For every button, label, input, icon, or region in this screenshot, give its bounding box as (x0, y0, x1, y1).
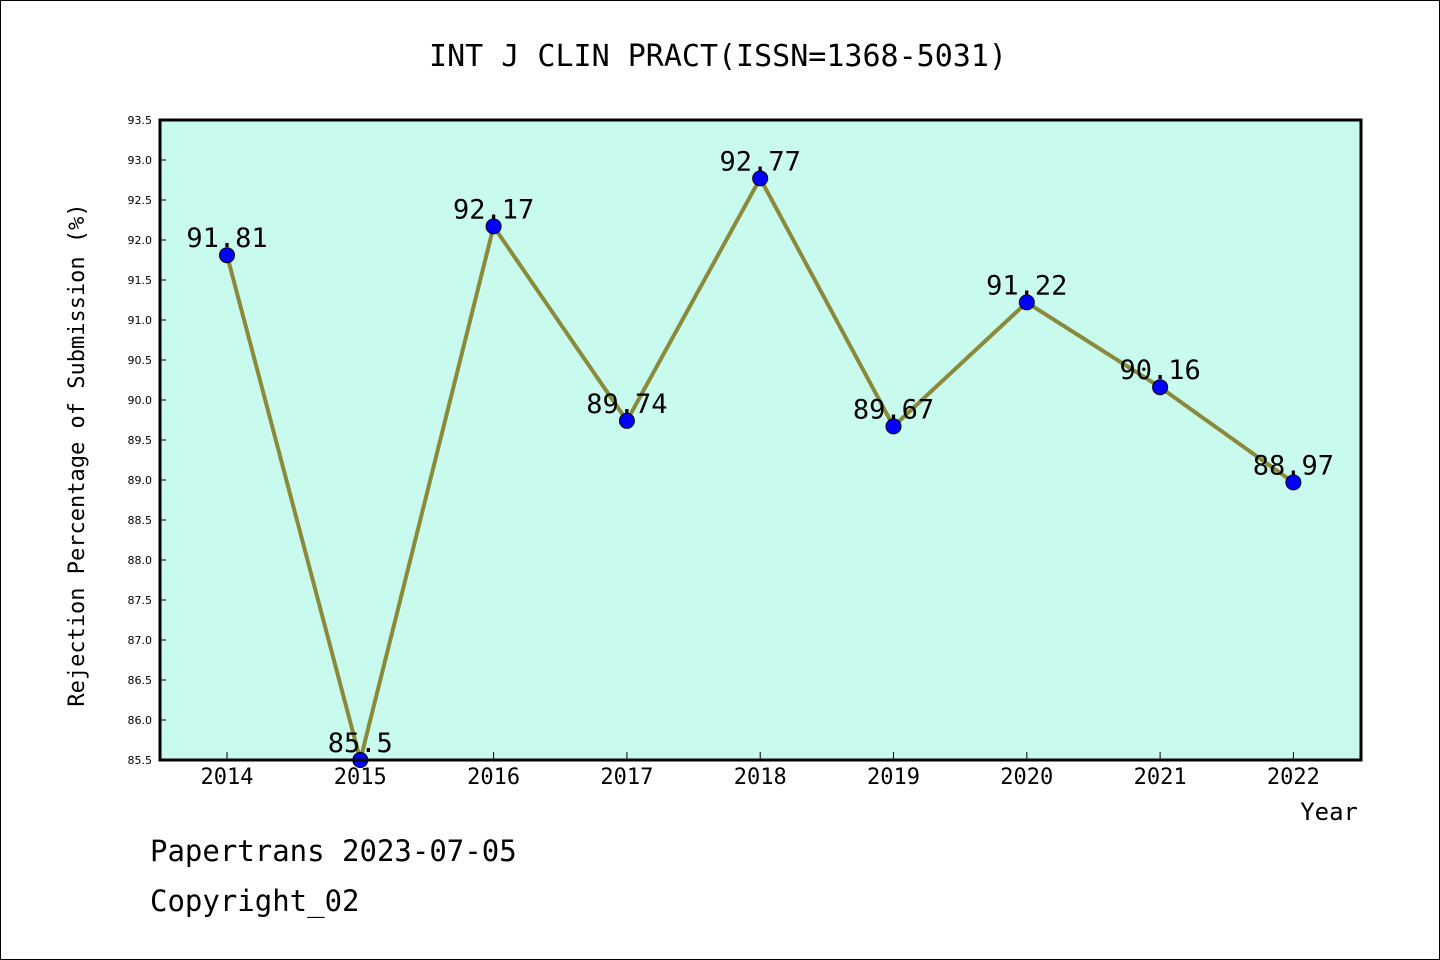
x-tick-label: 2017 (600, 765, 653, 790)
y-tick-label: 93.5 (128, 114, 153, 127)
y-tick-label: 89.0 (128, 474, 153, 487)
data-label: 90.16 (1119, 355, 1200, 386)
x-tick-label: 2016 (467, 765, 520, 790)
data-point (1152, 379, 1169, 396)
x-tick-label: 2021 (1134, 765, 1187, 790)
y-tick-label: 92.0 (128, 234, 153, 247)
y-tick-label: 89.5 (128, 434, 153, 447)
data-point (485, 218, 502, 235)
chart-title: INT J CLIN PRACT(ISSN=1368-5031) (429, 39, 1007, 74)
y-tick-label: 88.0 (128, 554, 153, 567)
y-tick-label: 88.5 (128, 514, 153, 527)
data-point (885, 418, 902, 435)
y-tick-label: 86.5 (128, 674, 153, 687)
data-label: 91.81 (186, 223, 267, 254)
data-label: 88.97 (1253, 450, 1334, 481)
data-point (1018, 294, 1035, 311)
data-label: 89.74 (586, 389, 667, 420)
x-tick-label: 2015 (334, 765, 387, 790)
y-tick-label: 86.0 (128, 714, 153, 727)
y-tick-label: 85.5 (128, 754, 153, 767)
data-label: 91.22 (986, 270, 1067, 301)
y-tick-label: 93.0 (128, 154, 153, 167)
y-tick-label: 91.5 (128, 274, 153, 287)
data-markers (219, 170, 1302, 768)
y-axis-label: Rejection Percentage of Submission (%) (65, 203, 90, 706)
y-tick-label: 87.5 (128, 594, 153, 607)
plot-area (160, 120, 1361, 760)
footer-date: Papertrans 2023-07-05 (150, 834, 517, 868)
y-tick-label: 90.0 (128, 394, 153, 407)
data-point (219, 247, 235, 264)
data-label: 92.17 (453, 194, 534, 225)
data-point (1285, 474, 1302, 491)
y-tick-label: 91.0 (128, 314, 153, 327)
data-point (618, 412, 635, 429)
data-label: 89.67 (853, 394, 934, 425)
x-tick-label: 2019 (867, 765, 920, 790)
x-tick-label: 2014 (201, 765, 254, 790)
y-tick-label: 87.0 (128, 634, 153, 647)
data-label: 92.77 (720, 146, 801, 177)
data-point (752, 170, 769, 187)
data-labels: 91.81 85.5 92.17 89.74 92.77 89.67 91.22 90.16 8… (186, 146, 1334, 759)
x-tick-label: 2022 (1267, 765, 1320, 790)
x-tick-label: 2020 (1000, 765, 1053, 790)
x-axis-label: Year (1300, 798, 1358, 826)
x-axis-ticks: 2014 2015 2016 2017 2018 2019 2020 2021 2022 (201, 752, 1320, 790)
y-tick-label: 92.5 (128, 194, 153, 207)
data-label: 85.5 (328, 728, 393, 759)
footer-copyright: Copyright_02 (150, 884, 360, 918)
y-tick-label: 90.5 (128, 354, 153, 367)
plot-border (158, 118, 1363, 762)
x-tick-label: 2018 (734, 765, 787, 790)
